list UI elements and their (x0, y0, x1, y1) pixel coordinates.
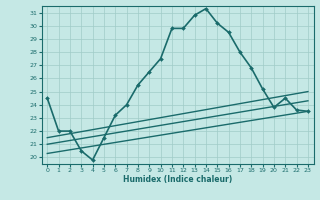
X-axis label: Humidex (Indice chaleur): Humidex (Indice chaleur) (123, 175, 232, 184)
